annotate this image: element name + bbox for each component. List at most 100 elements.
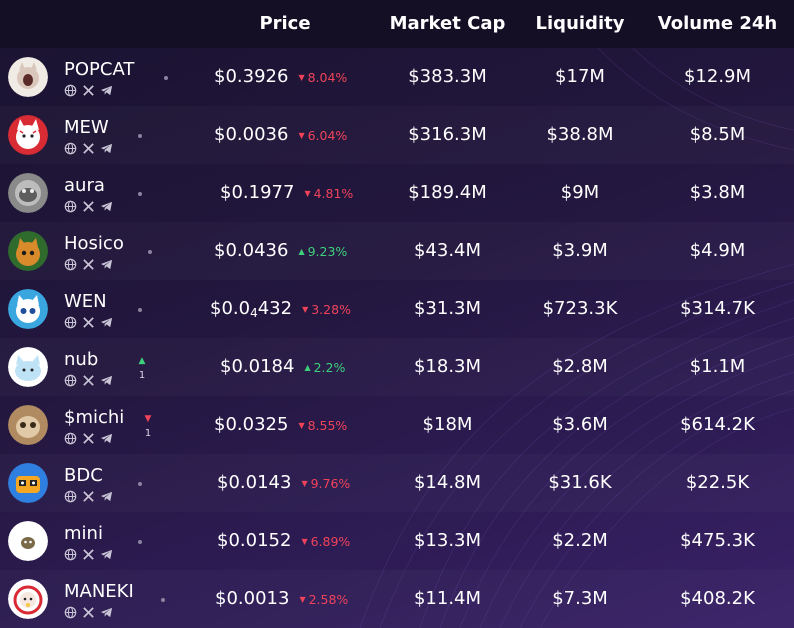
caret-down-icon: ▼: [301, 537, 308, 546]
x-icon[interactable]: [82, 316, 95, 329]
separator-dot: [148, 250, 152, 254]
x-icon[interactable]: [82, 490, 95, 503]
liquidity-value: $3.9M: [552, 240, 608, 261]
telegram-icon[interactable]: [100, 432, 113, 445]
globe-icon[interactable]: [64, 316, 77, 329]
table-row[interactable]: nub ▲ 1 $0.0184 ▲ 2.2% $18.3M $2.8M $1.1M: [0, 338, 794, 396]
telegram-icon[interactable]: [100, 142, 113, 155]
caret-down-icon: ▼: [301, 479, 308, 488]
table-row[interactable]: WEN $0.04432 ▼ 3.28% $31.3M $723.3K $314.…: [0, 280, 794, 338]
globe-icon[interactable]: [64, 258, 77, 271]
token-name[interactable]: MANEKI: [64, 581, 134, 602]
telegram-icon[interactable]: [100, 200, 113, 213]
x-icon[interactable]: [82, 432, 95, 445]
x-icon[interactable]: [82, 374, 95, 387]
telegram-icon[interactable]: [100, 374, 113, 387]
liquidity-value: $2.2M: [552, 530, 608, 551]
telegram-icon[interactable]: [100, 316, 113, 329]
social-links: [64, 199, 113, 213]
popcat-avatar: [8, 57, 48, 97]
x-icon[interactable]: [82, 548, 95, 561]
maneki-avatar: [8, 579, 48, 619]
price-group: $0.0036 ▼ 6.04%: [214, 124, 347, 145]
token-name[interactable]: WEN: [64, 291, 107, 312]
column-header-market-cap[interactable]: Market Cap: [389, 13, 506, 34]
caret-down-icon: ▼: [302, 305, 309, 314]
social-links: [64, 141, 113, 155]
table-row[interactable]: mini $0.0152 ▼ 6.89% $13.3M $2.2M $475.3K: [0, 512, 794, 570]
globe-icon[interactable]: [64, 606, 77, 619]
token-name[interactable]: MEW: [64, 117, 109, 138]
table-row[interactable]: Hosico $0.0436 ▲ 9.23% $43.4M $3.9M $4.9M: [0, 222, 794, 280]
table-row[interactable]: MEW $0.0036 ▼ 6.04% $316.3M $38.8M $8.5M: [0, 106, 794, 164]
market-cap-value: $189.4M: [408, 182, 487, 203]
table-row[interactable]: MANEKI $0.0013 ▼ 2.58% $11.4M $7.3M $408.…: [0, 570, 794, 628]
x-icon[interactable]: [82, 84, 95, 97]
globe-icon[interactable]: [64, 490, 77, 503]
price-change: ▼ 9.76%: [301, 476, 351, 491]
token-price: $0.0036: [214, 124, 289, 145]
token-price: $0.0143: [217, 472, 292, 493]
social-links: [64, 83, 113, 97]
separator-dot: [138, 134, 142, 138]
token-name[interactable]: Hosico: [64, 233, 124, 254]
price-group: $0.0013 ▼ 2.58%: [215, 588, 348, 609]
x-icon[interactable]: [82, 142, 95, 155]
price-group: $0.3926 ▼ 8.04%: [214, 66, 347, 87]
liquidity-value: $7.3M: [552, 588, 608, 609]
telegram-icon[interactable]: [100, 84, 113, 97]
separator-dot: [138, 308, 142, 312]
x-icon[interactable]: [82, 606, 95, 619]
liquidity-value: $3.6M: [552, 414, 608, 435]
volume-value: $22.5K: [685, 472, 750, 493]
social-links: [64, 431, 113, 445]
globe-icon[interactable]: [64, 200, 77, 213]
globe-icon[interactable]: [64, 84, 77, 97]
column-header-liquidity[interactable]: Liquidity: [535, 13, 625, 34]
price-group: $0.0152 ▼ 6.89%: [217, 530, 350, 551]
table-row[interactable]: aura $0.1977 ▼ 4.81% $189.4M $9M $3.8M: [0, 164, 794, 222]
caret-up-icon: ▲: [304, 363, 311, 372]
x-icon[interactable]: [82, 200, 95, 213]
telegram-icon[interactable]: [100, 258, 113, 271]
telegram-icon[interactable]: [100, 606, 113, 619]
x-icon[interactable]: [82, 258, 95, 271]
table-row[interactable]: BDC $0.0143 ▼ 9.76% $14.8M $31.6K $22.5K: [0, 454, 794, 512]
globe-icon[interactable]: [64, 548, 77, 561]
globe-icon[interactable]: [64, 142, 77, 155]
table-row[interactable]: $michi ▼ 1 $0.0325 ▼ 8.55% $18M $3.6M $61…: [0, 396, 794, 454]
column-header-price[interactable]: Price: [259, 13, 311, 34]
liquidity-value: $723.3K: [542, 298, 618, 319]
globe-icon[interactable]: [64, 432, 77, 445]
rank-change: 1: [138, 370, 146, 381]
price-group: $0.0325 ▼ 8.55%: [214, 414, 347, 435]
telegram-icon[interactable]: [100, 490, 113, 503]
column-header-volume[interactable]: Volume 24h: [657, 13, 778, 34]
token-name[interactable]: nub: [64, 349, 99, 370]
token-name[interactable]: aura: [64, 175, 105, 196]
table-row[interactable]: POPCAT $0.3926 ▼ 8.04% $383.3M $17M $12.9…: [0, 48, 794, 106]
liquidity-value: $2.8M: [552, 356, 608, 377]
separator-dot: [161, 598, 165, 602]
telegram-icon[interactable]: [100, 548, 113, 561]
price-change: ▲ 9.23%: [298, 244, 348, 259]
market-cap-value: $316.3M: [408, 124, 487, 145]
volume-value: $3.8M: [689, 182, 746, 203]
token-price: $0.0325: [214, 414, 289, 435]
price-change: ▼ 6.04%: [298, 128, 348, 143]
price-change: ▼ 4.81%: [304, 186, 354, 201]
liquidity-value: $38.8M: [546, 124, 614, 145]
volume-value: $475.3K: [680, 530, 755, 551]
caret-down-icon: ▼: [298, 421, 305, 430]
token-name[interactable]: BDC: [64, 465, 103, 486]
caret-down-icon: ▼: [304, 189, 311, 198]
social-links: [64, 257, 113, 271]
token-name[interactable]: mini: [64, 523, 103, 544]
social-links: [64, 373, 113, 387]
globe-icon[interactable]: [64, 374, 77, 387]
price-change: ▼ 8.04%: [298, 70, 348, 85]
token-name[interactable]: $michi: [64, 407, 125, 428]
rank-change: 1: [144, 428, 152, 439]
price-change: ▼ 8.55%: [298, 418, 348, 433]
token-name[interactable]: POPCAT: [64, 59, 135, 80]
